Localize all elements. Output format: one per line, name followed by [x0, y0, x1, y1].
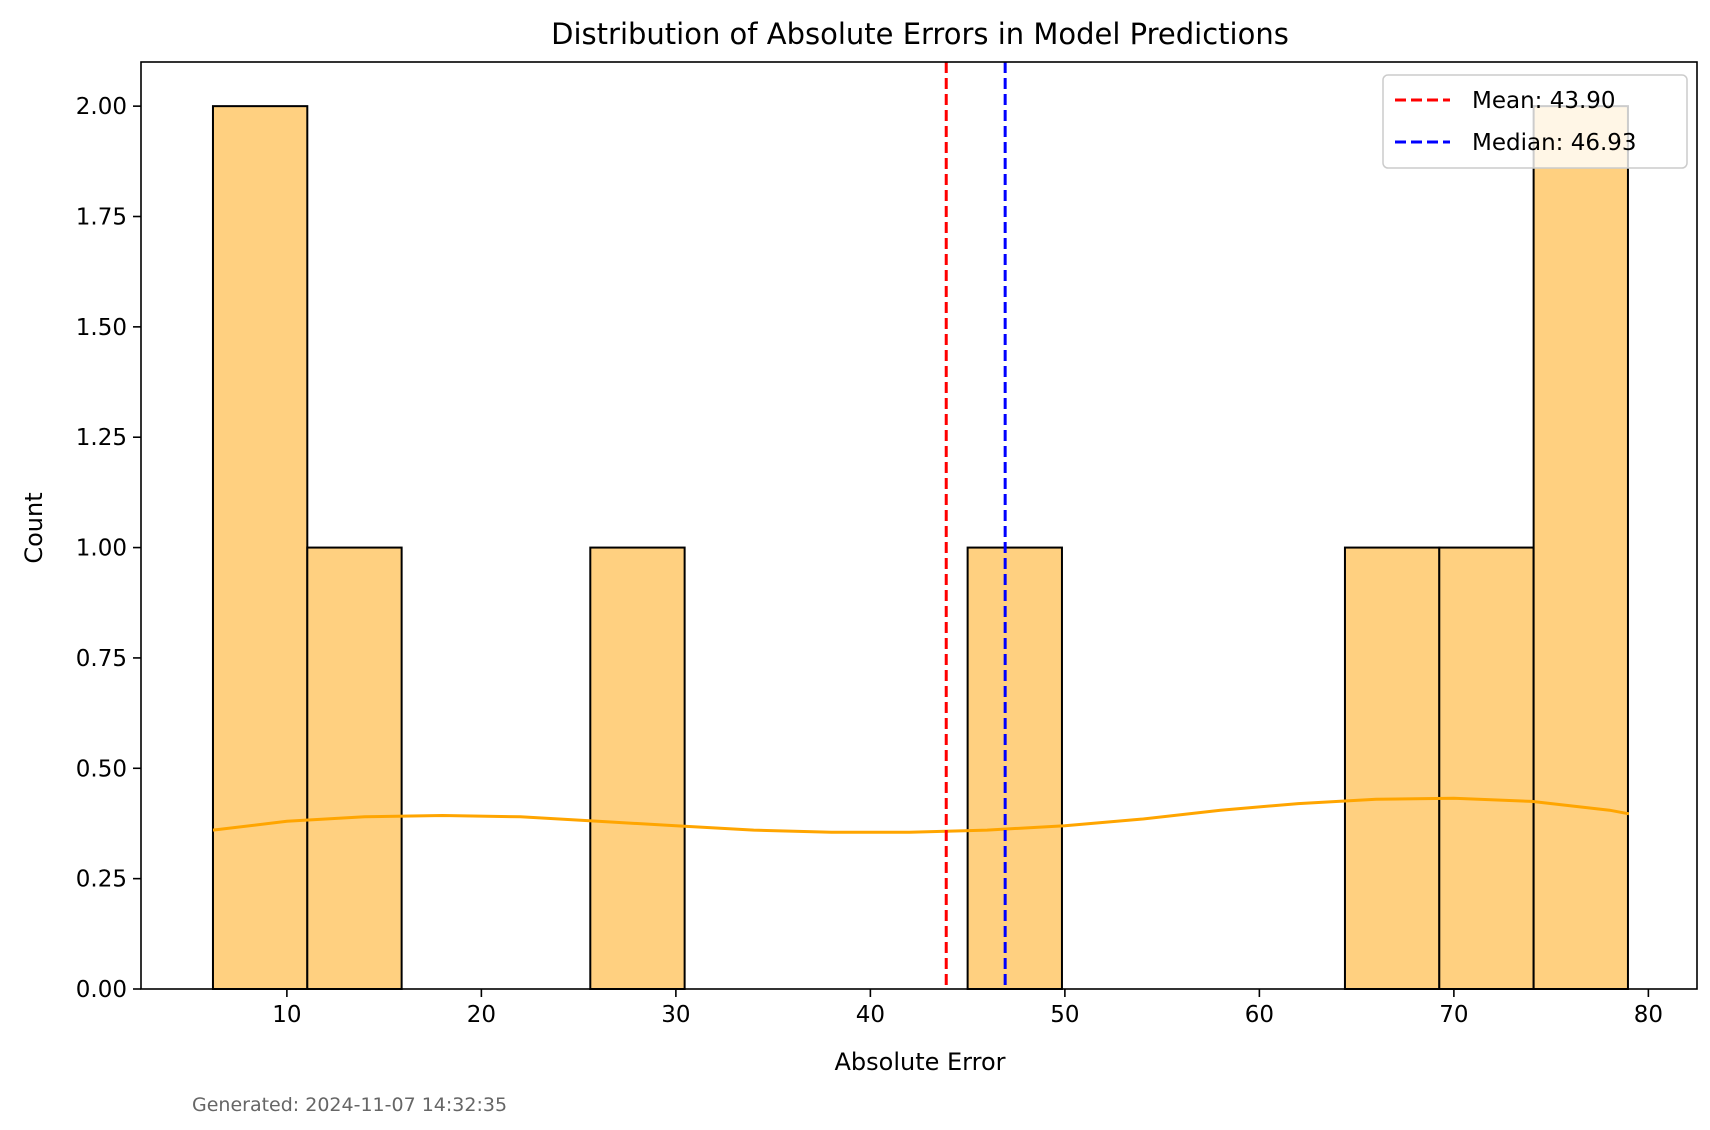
- x-tick-label-80: 80: [1634, 1002, 1663, 1028]
- histogram-bar-13: [1438, 546, 1535, 990]
- x-axis-label: Absolute Error: [834, 1048, 1005, 1076]
- histogram-bar-1: [306, 546, 403, 990]
- legend-label-1: Median: 46.93: [1472, 130, 1637, 156]
- histogram-bar-4: [589, 546, 686, 990]
- x-tick-label-50: 50: [1050, 1002, 1079, 1028]
- y-tick-label-3: 0.75: [76, 646, 127, 672]
- histogram-bar-12: [1343, 546, 1441, 990]
- histogram-bar-8: [966, 546, 1063, 990]
- y-axis-label: Count: [20, 492, 48, 563]
- plot-frame: [140, 61, 1698, 990]
- legend: Mean: 43.90 Median: 46.93: [1382, 74, 1688, 169]
- y-tick-label-5: 1.25: [76, 425, 127, 451]
- y-tick-label-1: 0.25: [76, 867, 127, 893]
- x-tick-label-70: 70: [1439, 1002, 1468, 1028]
- legend-label-0: Mean: 43.90: [1472, 88, 1616, 114]
- y-tick-label-2: 0.50: [76, 756, 127, 782]
- y-tick-label-4: 1.00: [76, 536, 127, 562]
- y-tick-label-8: 2.00: [76, 94, 127, 120]
- histogram-chart: Distribution of Absolute Errors in Model…: [20, 17, 1698, 1076]
- x-tick-label-30: 30: [661, 1002, 690, 1028]
- histogram-bar-0: [211, 105, 309, 990]
- x-tick-label-40: 40: [856, 1002, 885, 1028]
- generated-timestamp: Generated: 2024-11-07 14:32:35: [192, 1094, 508, 1116]
- histogram-bar-14: [1532, 105, 1629, 990]
- x-tick-label-20: 20: [467, 1002, 496, 1028]
- plot-area: 10 20 30 40 50 60 70 80 0.00 0.25 0.50 0.75 1.00 1.25…: [76, 61, 1698, 1028]
- kde-curve: [212, 796, 1630, 834]
- x-tick-label-10: 10: [272, 1002, 301, 1028]
- y-tick-label-6: 1.50: [76, 315, 127, 341]
- y-tick-label-7: 1.75: [76, 205, 127, 231]
- y-tick-label-0: 0.00: [76, 977, 127, 1003]
- chart-title: Distribution of Absolute Errors in Model…: [551, 17, 1289, 51]
- legend-box: [1382, 74, 1688, 169]
- x-tick-label-60: 60: [1245, 1002, 1274, 1028]
